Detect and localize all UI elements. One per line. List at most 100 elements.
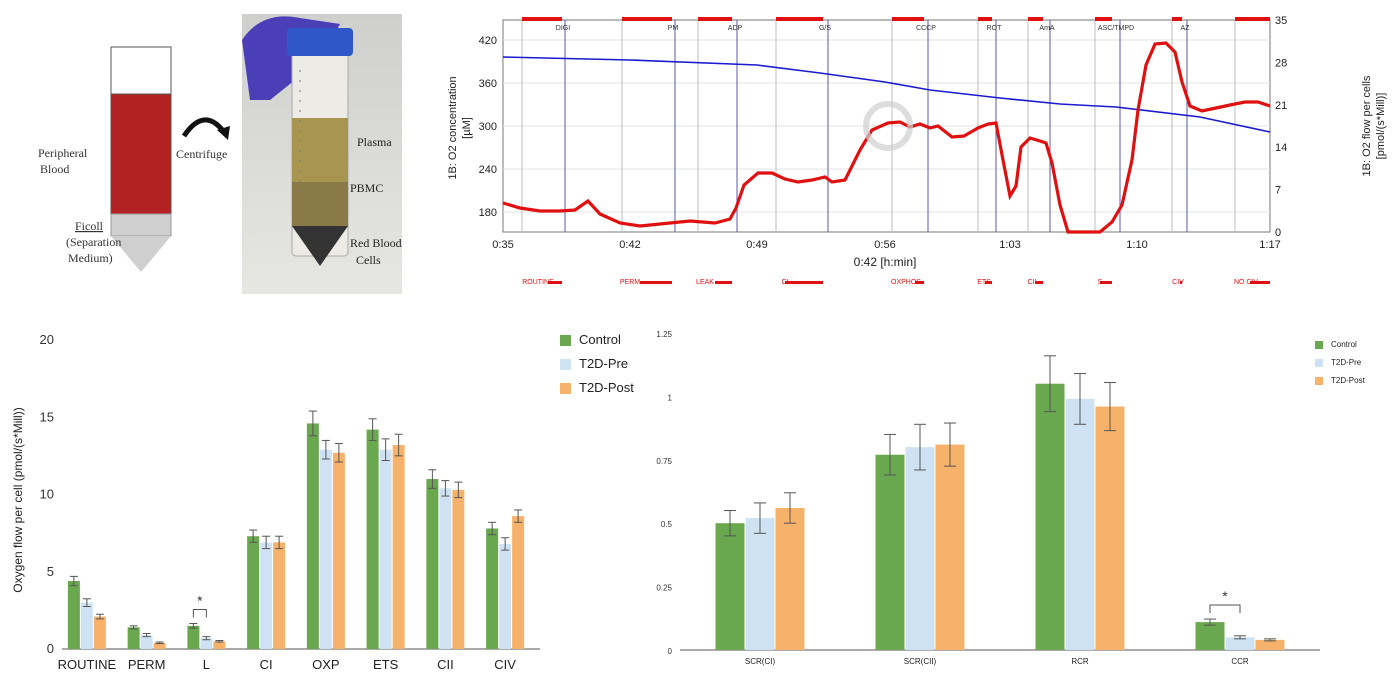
bar-t2d-post — [775, 507, 805, 650]
bar-t2d-post — [512, 516, 525, 649]
bar-t2d-post — [153, 642, 166, 649]
peripheral-blood-label-1: Peripheral — [38, 146, 88, 160]
bar-control — [715, 523, 745, 650]
legend-label: Control — [579, 332, 621, 347]
bar-t2d-post — [1255, 639, 1285, 650]
event-bar-top — [622, 17, 672, 21]
category-label: CCR — [1231, 657, 1249, 666]
rbc-label-1: Red Blood — [350, 236, 402, 250]
bar-t2d-pre — [499, 543, 512, 649]
bar-t2d-post — [452, 489, 465, 649]
trace-right-tick: 35 — [1275, 15, 1287, 27]
category-label: OXP — [312, 657, 339, 672]
plasma-label: Plasma — [357, 135, 392, 149]
event-bar-top — [1172, 17, 1182, 21]
bar-control — [486, 528, 499, 649]
o2-flow-line — [502, 41, 1271, 234]
trace-x-tick: 1:17 — [1259, 239, 1280, 251]
significance-bracket — [192, 609, 207, 618]
trace-x-tick: 0:42 — [619, 239, 640, 251]
bar-t2d-pre — [140, 635, 153, 649]
event-bar-bottom — [715, 281, 732, 284]
state-label: PERM — [620, 279, 640, 286]
bar-t2d-pre — [379, 449, 392, 649]
state-label: NO CIV — [1234, 279, 1258, 286]
oxygen-flow-bar-chart: 0 5 10 15 20 ROUTINE PERM L * CI OXP ETS CII CIV Contr… — [11, 332, 634, 672]
event-bar-bottom — [915, 281, 924, 284]
category-label: ETS — [373, 657, 399, 672]
state-label: LEAK — [696, 279, 714, 286]
bar-t2d-pre — [80, 602, 93, 649]
trace-right-tick: 21 — [1275, 100, 1287, 112]
centrifuge-label: Centrifuge — [176, 147, 227, 161]
rbc-label-2: Cells — [356, 253, 381, 267]
injection-label: ASC/TMPD — [1098, 25, 1134, 32]
event-bar-bottom — [1250, 281, 1270, 284]
trace-x-tick: 0:49 — [746, 239, 767, 251]
category-label: SCR(CII) — [904, 657, 937, 666]
category-label: ROUTINE — [58, 657, 117, 672]
pbmc-label: PBMC — [350, 181, 383, 195]
centrifuged-tube-photo — [242, 14, 402, 294]
bar-control — [426, 479, 439, 649]
injection-label: AmA — [1039, 25, 1055, 32]
tube-blood-layer — [110, 93, 172, 215]
bar-t2d-post — [213, 641, 226, 649]
bar-t2d-pre — [439, 488, 452, 649]
bar-control — [875, 454, 905, 650]
legend-label: Control — [1331, 340, 1357, 349]
y-tick-label: 0.5 — [661, 520, 673, 529]
legend-swatch — [1315, 377, 1323, 385]
event-bar-top — [1235, 17, 1270, 21]
significance-star: * — [1222, 588, 1228, 604]
bar-t2d-pre — [1065, 398, 1095, 650]
bar-t2d-pre — [319, 449, 332, 649]
trace-events — [522, 17, 1270, 284]
trace-left-tick: 420 — [479, 35, 497, 47]
trace-right-tick: 0 — [1275, 227, 1281, 239]
state-label: ETS — [977, 279, 991, 286]
legend-swatch — [560, 359, 571, 370]
category-label: L — [203, 657, 210, 672]
event-bar-top — [978, 17, 992, 21]
pbmc-isolation-diagram: Peripheral Blood Ficoll (Separation Medi… — [38, 14, 402, 294]
y-tick-label: 0 — [47, 641, 54, 656]
ficoll-label-2: (Separation — [66, 235, 121, 249]
injection-label: CCCP — [916, 25, 936, 32]
arrow-head-icon — [217, 126, 230, 140]
legend-label: T2D-Post — [579, 380, 634, 395]
y-tick-label: 10 — [40, 487, 54, 502]
significance-bracket — [1209, 604, 1241, 614]
trace-ylabel-left-2: [µM] — [461, 117, 473, 139]
event-bar-bottom — [1100, 281, 1112, 284]
bar-t2d-pre — [1225, 637, 1255, 650]
trace-left-tick: 300 — [479, 121, 497, 133]
event-bar-bottom — [1035, 281, 1043, 284]
injection-label: PM — [668, 25, 679, 32]
event-bar-bottom — [985, 281, 992, 284]
event-bar-bottom — [1180, 281, 1182, 284]
trace-x-tick: 1:10 — [1126, 239, 1147, 251]
bar-control — [127, 627, 140, 649]
bar-t2d-post — [392, 445, 405, 649]
trace-x-tick: 1:03 — [999, 239, 1020, 251]
state-label: CIV — [1172, 279, 1184, 286]
bar-control — [306, 423, 319, 649]
state-label: S — [1098, 279, 1103, 286]
bar-control — [1035, 383, 1065, 650]
peripheral-blood-label-2: Blood — [40, 162, 69, 176]
y-tick-label: 1 — [668, 393, 673, 402]
bar-control — [187, 625, 200, 649]
bar-t2d-post — [1095, 406, 1125, 650]
bar-control — [366, 429, 379, 649]
y-tick-label: 20 — [40, 332, 54, 347]
event-bar-bottom — [548, 281, 562, 284]
bar-control — [247, 536, 260, 649]
trace-x-tick: 0:56 — [874, 239, 895, 251]
trace-ylabel-left-1: 1B: O2 concentration — [447, 76, 459, 179]
ficoll-label-3: Medium) — [68, 251, 113, 265]
legend-swatch — [1315, 359, 1323, 367]
tube-tip — [111, 236, 171, 272]
injection-label: DIGI — [556, 25, 570, 32]
event-bar-bottom — [640, 281, 672, 284]
